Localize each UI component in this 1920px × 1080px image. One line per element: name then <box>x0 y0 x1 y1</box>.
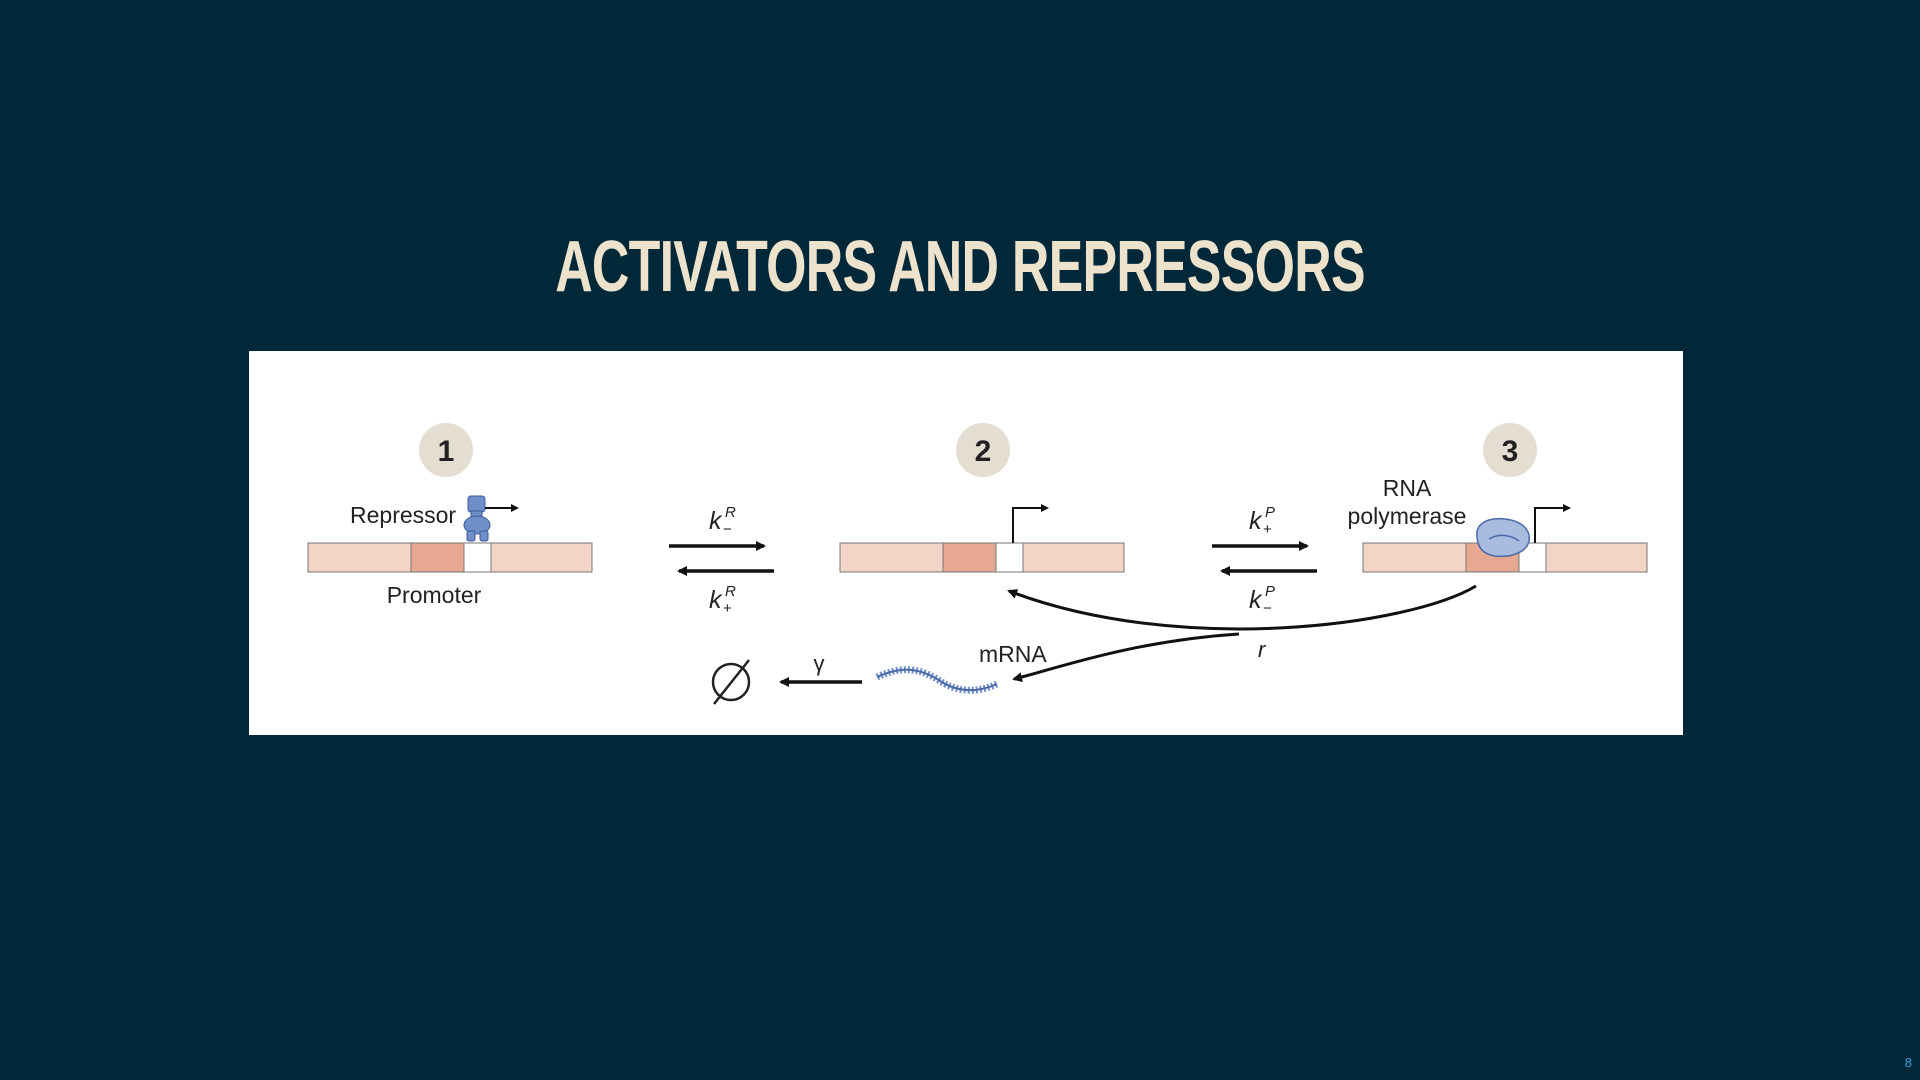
slide-title: ACTIVATORS AND REPRESSORS <box>555 227 1365 307</box>
rate-k-minus-P: k P − <box>1249 583 1275 617</box>
empty-set-icon <box>711 659 751 705</box>
rate-k-plus-R: k R + <box>709 583 736 617</box>
state-number: 2 <box>975 435 992 468</box>
state-2: 2 <box>839 423 1125 573</box>
mrna-icon <box>875 666 999 694</box>
repressor-icon <box>463 495 491 542</box>
promoter-region <box>942 542 997 573</box>
state-number-circle <box>1483 423 1537 477</box>
transcription-arrows: r <box>1007 584 1477 683</box>
repressor-label: Repressor <box>350 502 456 528</box>
svg-text:P: P <box>1265 504 1275 521</box>
svg-text:+: + <box>1263 521 1272 538</box>
operator-site <box>463 542 492 573</box>
repressor-equilibrium-arrows: k R − k R + <box>669 504 774 617</box>
state-number: 3 <box>1502 435 1519 468</box>
operator-site <box>995 542 1024 573</box>
svg-text:P: P <box>1265 583 1275 600</box>
svg-text:k: k <box>709 507 723 535</box>
transcription-start-arrow-icon <box>1012 504 1049 543</box>
state-number: 1 <box>438 435 455 468</box>
svg-text:k: k <box>1249 507 1263 535</box>
rna-label: RNA <box>1383 475 1432 501</box>
svg-text:+: + <box>723 600 732 617</box>
svg-text:k: k <box>1249 586 1263 614</box>
state-3: 3 RNA polymerase <box>1348 423 1648 573</box>
svg-text:R: R <box>725 583 736 600</box>
polymerase-label: polymerase <box>1348 503 1467 529</box>
promoter-label: Promoter <box>387 582 482 608</box>
transcription-rate-label: r <box>1258 637 1267 662</box>
state-number-circle <box>419 423 473 477</box>
dna-strand <box>307 542 593 573</box>
svg-text:−: − <box>1263 600 1272 617</box>
svg-text:R: R <box>725 504 736 521</box>
gene-regulation-diagram: 1 Repressor Promoter k <box>307 423 1648 705</box>
rna-polymerase-icon <box>1476 517 1530 558</box>
diagram-panel: 1 Repressor Promoter k <box>249 351 1683 735</box>
state-1: 1 Repressor Promoter <box>307 423 593 608</box>
transcription-start-arrow-icon <box>1534 504 1571 543</box>
promoter-region <box>410 542 465 573</box>
dna-strand <box>839 542 1125 573</box>
rate-k-minus-R: k R − <box>709 504 736 538</box>
rate-k-plus-P: k P + <box>1249 504 1275 538</box>
mrna-label: mRNA <box>979 641 1047 667</box>
page-number: 8 <box>1904 1055 1912 1070</box>
state-number-circle <box>956 423 1010 477</box>
to-mrna-arrow <box>1012 632 1240 683</box>
svg-text:k: k <box>709 586 723 614</box>
svg-text:−: − <box>723 521 732 538</box>
back-to-state-2-arrow <box>1007 584 1477 631</box>
polymerase-equilibrium-arrows: k P + k P − <box>1212 504 1317 617</box>
decay-rate-label: γ <box>814 651 825 676</box>
